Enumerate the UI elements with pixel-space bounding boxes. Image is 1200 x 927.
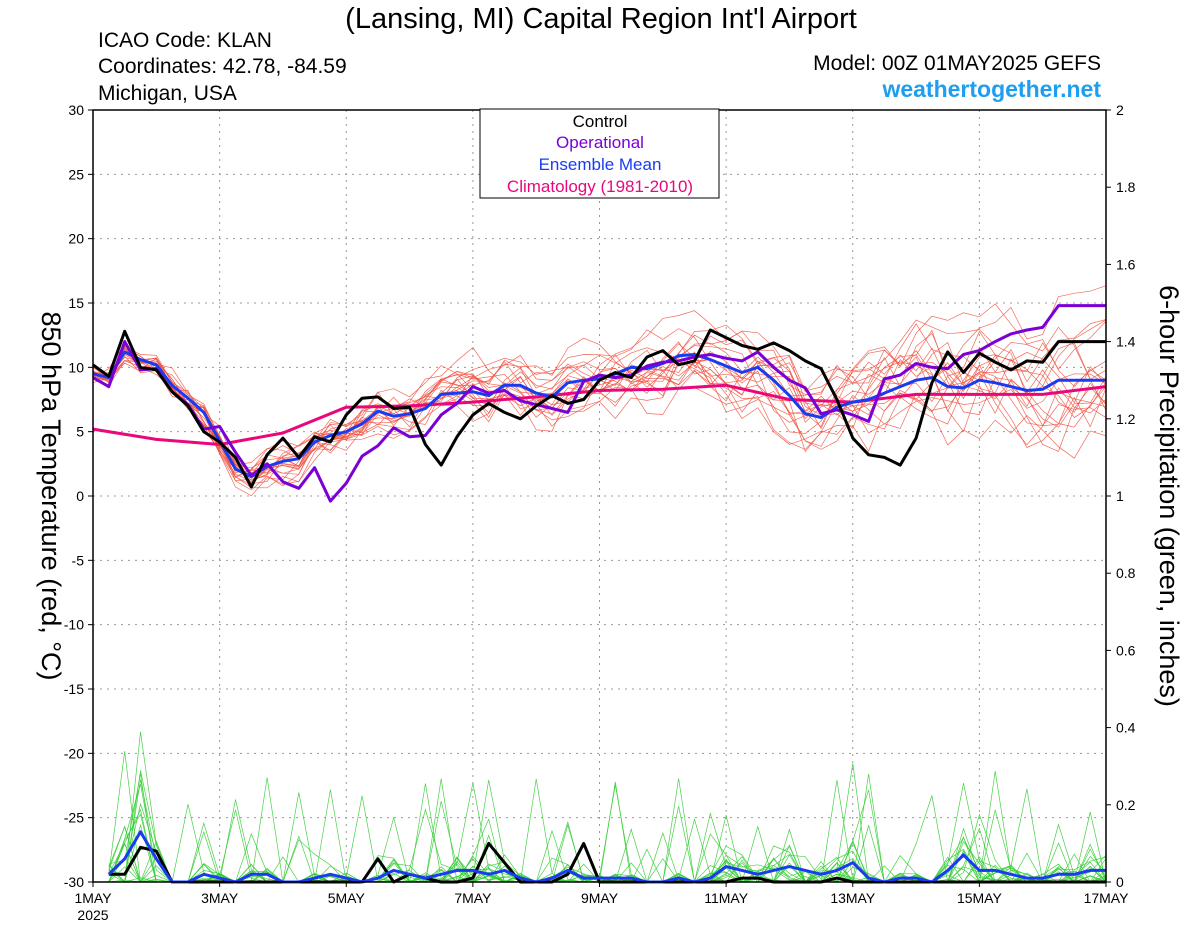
x-tick-label: 13MAY xyxy=(830,890,876,906)
legend-box xyxy=(479,108,720,199)
y2-tick-label: 0.4 xyxy=(1116,720,1136,736)
ensemble-member-temp-line xyxy=(92,346,1107,473)
y2-tick-label: 1 xyxy=(1116,488,1124,504)
x-tick-label: 3MAY xyxy=(201,890,239,906)
legend: Control Operational Ensemble Mean Climat… xyxy=(479,108,720,199)
y-tick-label: 30 xyxy=(68,102,84,118)
y-tick-label: 25 xyxy=(68,166,84,182)
legend-ensemble-mean: Ensemble Mean xyxy=(539,155,662,174)
ensemble-member-temp-line xyxy=(92,346,1107,466)
y-tick-label: 15 xyxy=(68,295,84,311)
y2-tick-label: 0.6 xyxy=(1116,642,1136,658)
y2-tick-label: 1.6 xyxy=(1116,256,1136,272)
icao-code: ICAO Code: KLAN xyxy=(98,29,272,52)
ensemble-member-temp-line xyxy=(92,303,1107,497)
chart-title: (Lansing, MI) Capital Region Int'l Airpo… xyxy=(345,3,857,35)
y-tick-label: 20 xyxy=(68,231,84,247)
model-label: Model: 00Z 01MAY2025 GEFS xyxy=(813,52,1101,75)
y-tick-label: -30 xyxy=(64,874,84,890)
y-axis-title: 850 hPa Temperature (red, °C) xyxy=(36,312,66,681)
control-temp-line xyxy=(92,328,1106,489)
x-tick-label: 17MAY xyxy=(1084,890,1130,906)
x-tick-label: 9MAY xyxy=(581,890,619,906)
y2-tick-label: 1.2 xyxy=(1116,411,1136,427)
x-tick-label: 11MAY xyxy=(704,890,748,906)
y2-tick-label: 1.8 xyxy=(1116,179,1136,195)
x-tick-label: 5MAY xyxy=(328,890,366,906)
x-tick-sublabel: 2025 xyxy=(77,907,108,923)
x-tick-label: 1MAY xyxy=(74,890,112,906)
x-tick-label: 15MAY xyxy=(957,890,1003,906)
y-tick-label: -5 xyxy=(72,552,85,568)
y-tick-label: 5 xyxy=(76,424,84,440)
axes: 302520151050-5-10-15-20-25-3021.81.61.41… xyxy=(64,102,1136,923)
x-tick-label: 7MAY xyxy=(454,890,492,906)
grid-lines xyxy=(93,110,1106,882)
legend-control: Control xyxy=(573,112,628,131)
y2-tick-label: 2 xyxy=(1116,102,1124,118)
y-tick-label: 10 xyxy=(68,359,84,375)
ensemble-mean-precip-line xyxy=(107,830,1106,884)
y2-tick-label: 0.2 xyxy=(1116,797,1136,813)
legend-climatology: Climatology (1981-2010) xyxy=(507,177,693,196)
ensemble-member-temp-line xyxy=(92,319,1107,478)
y2-tick-label: 0 xyxy=(1116,874,1124,890)
y2-tick-label: 0.8 xyxy=(1116,565,1136,581)
ensemble-member-temp-line xyxy=(92,321,1107,485)
y-tick-label: -25 xyxy=(64,810,84,826)
coordinates: Coordinates: 42.78, -84.59 xyxy=(98,55,347,78)
site-link[interactable]: weathertogether.net xyxy=(881,76,1101,102)
y-tick-label: -15 xyxy=(64,681,84,697)
region-label: Michigan, USA xyxy=(98,82,237,105)
legend-operational: Operational xyxy=(556,133,644,152)
y-tick-label: -10 xyxy=(64,617,84,633)
y2-tick-label: 1.4 xyxy=(1116,334,1136,350)
climatology-1981-2010-temp-line xyxy=(92,383,1107,446)
y2-axis-title: 6-hour Precipitation (green, inches) xyxy=(1154,285,1184,707)
y-tick-label: 0 xyxy=(76,488,84,504)
y-tick-label: -20 xyxy=(64,745,84,761)
